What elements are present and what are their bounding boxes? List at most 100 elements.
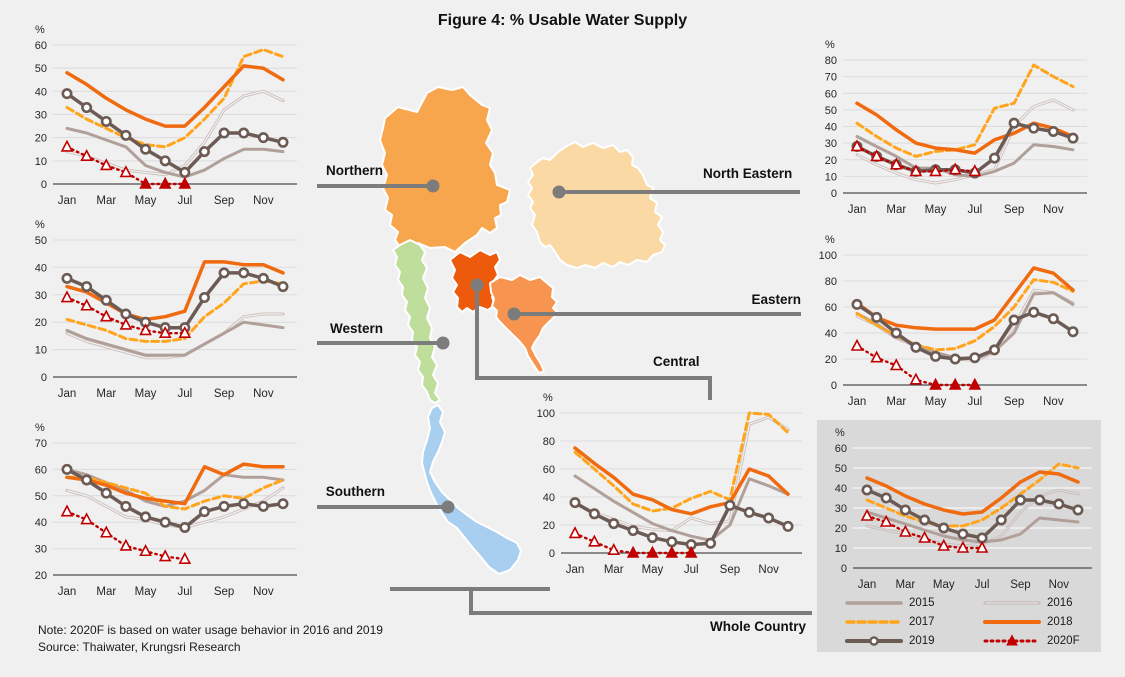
x-axis: Jan Mar May Jul Sep Nov xyxy=(58,195,274,207)
series-2020F-marker xyxy=(956,540,970,553)
y-axis: 0 10 20 30 40 50 60 70 80 xyxy=(825,55,837,200)
svg-text:Sep: Sep xyxy=(214,388,234,400)
svg-text:Mar: Mar xyxy=(886,204,906,216)
series-2019-marker xyxy=(257,272,269,284)
series-2018 xyxy=(855,266,1075,331)
series-2020F-marker xyxy=(158,325,172,338)
series-2020F-marker xyxy=(139,544,152,557)
series-2015-line xyxy=(65,320,285,357)
svg-text:Mar: Mar xyxy=(96,195,116,207)
svg-text:100: 100 xyxy=(819,250,837,262)
legend-swatch-2015 xyxy=(845,601,903,605)
dot-western xyxy=(436,336,450,350)
series-2019-marker xyxy=(880,492,892,504)
svg-text:40: 40 xyxy=(35,517,47,529)
svg-text:30: 30 xyxy=(35,544,47,556)
svg-text:Mar: Mar xyxy=(895,579,915,591)
series-2020F-marker xyxy=(870,350,883,363)
series-2019 xyxy=(61,88,289,178)
svg-text:Sep: Sep xyxy=(1004,396,1024,408)
chart-svg-western: 0 10 20 30 40 50% Jan Mar May Jul Sep Nov xyxy=(35,219,297,400)
series-2019-marker xyxy=(1047,313,1059,325)
svg-text:50: 50 xyxy=(35,491,47,503)
svg-text:May: May xyxy=(135,388,157,400)
series-2016-line-inner xyxy=(66,313,283,359)
series-2019-marker xyxy=(238,127,250,139)
series-2016-line-inner xyxy=(856,289,1074,361)
legend-label-2017: 2017 xyxy=(909,616,935,628)
map-connectors xyxy=(317,184,812,615)
series-2020F-marker xyxy=(909,164,923,177)
series-2019-marker xyxy=(666,536,678,548)
series-2018 xyxy=(573,446,790,516)
series-2019-marker xyxy=(588,508,600,520)
figure-title: Figure 4: % Usable Water Supply xyxy=(437,12,688,29)
x-axis: Jan Mar May Jul Sep Nov xyxy=(858,579,1070,591)
series-2016 xyxy=(855,98,1075,185)
series-2017-line xyxy=(65,279,285,343)
svg-text:60: 60 xyxy=(825,302,837,314)
series-2019-marker xyxy=(100,115,112,127)
series-2015 xyxy=(65,320,285,357)
x-axis: Jan Mar May Jul Sep Nov xyxy=(58,586,274,598)
map-region-north-eastern xyxy=(527,141,666,269)
series-2019-marker xyxy=(1067,132,1079,144)
chart-svg-central: 0 20 40 60 80 100% Jan Mar May Jul Sep Nov xyxy=(537,392,802,576)
svg-text:40: 40 xyxy=(543,492,555,504)
series-2019-marker xyxy=(910,341,922,353)
series-2019-marker xyxy=(705,537,717,549)
svg-text:0: 0 xyxy=(841,563,847,575)
series-2020F xyxy=(60,139,192,189)
series-2020F-marker xyxy=(626,545,640,558)
svg-text:10: 10 xyxy=(35,156,47,168)
svg-text:20: 20 xyxy=(825,155,837,167)
series-2020F-marker xyxy=(899,524,912,537)
svg-text:20: 20 xyxy=(35,133,47,145)
svg-text:50: 50 xyxy=(35,63,47,75)
series-2017 xyxy=(855,63,1075,158)
svg-text:Sep: Sep xyxy=(214,586,234,598)
legend-item-2018: 2018 xyxy=(983,615,1073,629)
series-2020F-marker xyxy=(60,504,74,517)
series-2020F-marker xyxy=(139,176,152,189)
svg-text:Mar: Mar xyxy=(604,564,624,576)
series-2019-marker xyxy=(988,344,1000,356)
series-2019-marker xyxy=(569,497,581,509)
series-2019-marker xyxy=(1028,306,1040,318)
series-2018 xyxy=(865,470,1080,516)
svg-text:Jul: Jul xyxy=(967,396,982,408)
series-2017-line xyxy=(573,411,790,513)
connector-whole-country xyxy=(390,587,812,615)
series-2020F-marker xyxy=(178,551,192,564)
series-2020F-marker xyxy=(158,549,172,562)
svg-text:Jul: Jul xyxy=(975,579,990,591)
series-2018 xyxy=(65,462,285,506)
map-dots xyxy=(426,179,566,514)
svg-text:40: 40 xyxy=(35,262,47,274)
series-2019-marker xyxy=(938,522,950,534)
series-2019-marker xyxy=(140,143,152,155)
svg-text:May: May xyxy=(642,564,664,576)
legend-swatch-2019 xyxy=(845,636,903,646)
chart-north-eastern: 0 10 20 30 40 50 60 70 80% Jan Mar May Jul Sep Nov xyxy=(805,30,1110,222)
legend-item-2016: 2016 xyxy=(983,596,1073,610)
svg-text:10: 10 xyxy=(35,345,47,357)
region-label-central: Central xyxy=(653,354,700,369)
svg-text:Nov: Nov xyxy=(758,564,779,576)
series-2020F-marker xyxy=(99,309,113,322)
series-2020F-marker xyxy=(850,139,864,152)
gridlines xyxy=(853,447,1092,569)
series-2018-line xyxy=(865,470,1080,516)
svg-text:30: 30 xyxy=(835,503,847,515)
series-2016-line-inner xyxy=(856,99,1074,184)
series-2019-marker xyxy=(988,152,1000,164)
svg-text:May: May xyxy=(925,396,947,408)
series-2019-marker xyxy=(81,102,93,114)
svg-text:30: 30 xyxy=(35,110,47,122)
series-2020F-marker xyxy=(889,358,903,371)
series-2019-marker xyxy=(782,520,794,532)
series-2020F-marker xyxy=(909,372,923,385)
region-label-eastern: Eastern xyxy=(751,292,801,307)
series-2020F-marker xyxy=(889,157,903,170)
